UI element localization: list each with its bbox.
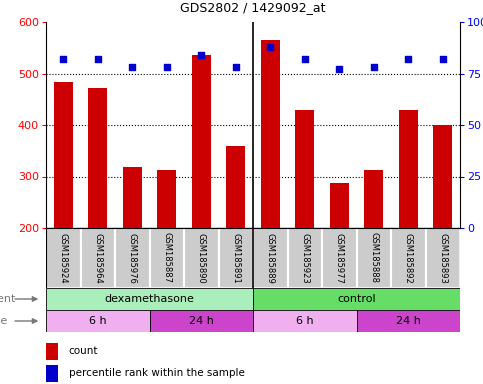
Point: [198, 52, 205, 58]
Bar: [253, 228, 287, 288]
Bar: [46, 288, 253, 310]
Text: GSM185923: GSM185923: [300, 233, 309, 283]
Text: GSM185891: GSM185891: [231, 233, 240, 283]
Bar: [184, 228, 218, 288]
Text: count: count: [69, 346, 98, 356]
Bar: [226, 146, 245, 228]
Bar: [261, 40, 280, 228]
Text: percentile rank within the sample: percentile rank within the sample: [69, 368, 245, 379]
Text: GSM185924: GSM185924: [59, 233, 68, 283]
Bar: [253, 310, 356, 332]
Text: GSM185893: GSM185893: [438, 233, 447, 283]
Text: GSM185887: GSM185887: [162, 232, 171, 283]
Bar: [322, 228, 356, 288]
Text: 6 h: 6 h: [89, 316, 107, 326]
Bar: [54, 82, 73, 228]
Bar: [150, 228, 184, 288]
Bar: [356, 310, 460, 332]
Point: [439, 56, 447, 62]
Bar: [399, 109, 418, 228]
Text: GSM185977: GSM185977: [335, 233, 344, 283]
Text: time: time: [0, 316, 9, 326]
Text: 24 h: 24 h: [396, 316, 421, 326]
Text: control: control: [337, 294, 376, 304]
Bar: [46, 365, 58, 382]
Bar: [218, 228, 253, 288]
Text: 6 h: 6 h: [296, 316, 313, 326]
Point: [163, 64, 170, 70]
Bar: [364, 170, 383, 228]
Text: GSM185888: GSM185888: [369, 232, 378, 283]
Point: [301, 56, 309, 62]
Text: dexamethasone: dexamethasone: [104, 294, 195, 304]
Text: GSM185976: GSM185976: [128, 233, 137, 283]
Bar: [433, 125, 452, 228]
Bar: [46, 310, 150, 332]
Text: GSM185890: GSM185890: [197, 233, 206, 283]
Text: GDS2802 / 1429092_at: GDS2802 / 1429092_at: [180, 1, 326, 14]
Bar: [46, 343, 58, 360]
Bar: [115, 228, 150, 288]
Bar: [46, 228, 81, 288]
Bar: [88, 88, 107, 228]
Text: GSM185964: GSM185964: [93, 233, 102, 283]
Point: [128, 64, 136, 70]
Point: [335, 66, 343, 73]
Bar: [123, 167, 142, 228]
Text: GSM185889: GSM185889: [266, 233, 275, 283]
Point: [232, 64, 240, 70]
Bar: [150, 310, 253, 332]
Bar: [81, 228, 115, 288]
Bar: [287, 228, 322, 288]
Point: [59, 56, 67, 62]
Text: agent: agent: [0, 294, 15, 304]
Bar: [330, 183, 349, 228]
Bar: [192, 55, 211, 228]
Bar: [157, 170, 176, 228]
Text: 24 h: 24 h: [189, 316, 213, 326]
Point: [370, 64, 378, 70]
Point: [94, 56, 101, 62]
Bar: [253, 288, 460, 310]
Point: [404, 56, 412, 62]
Bar: [295, 109, 314, 228]
Point: [267, 44, 274, 50]
Bar: [391, 228, 426, 288]
Bar: [426, 228, 460, 288]
Text: GSM185892: GSM185892: [404, 233, 413, 283]
Bar: [356, 228, 391, 288]
